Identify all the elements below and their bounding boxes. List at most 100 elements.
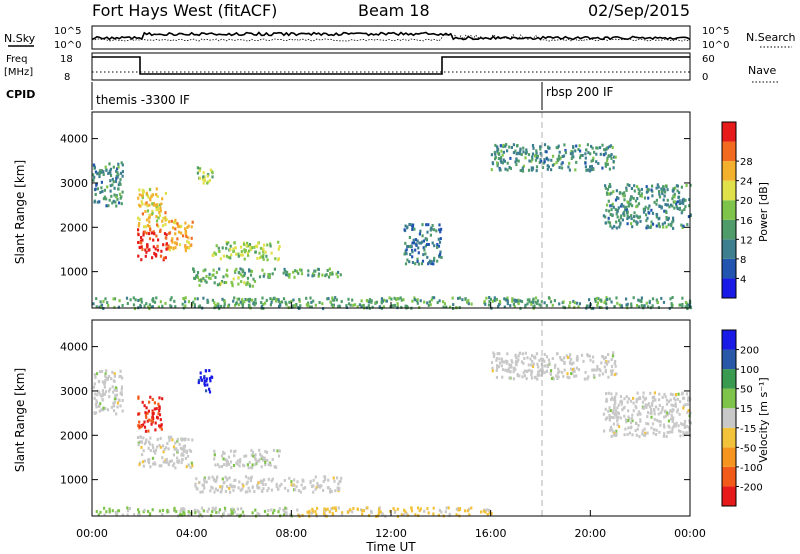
power-cell (327, 297, 330, 301)
velocity-cell (105, 377, 108, 381)
velocity-cell (644, 433, 647, 437)
power-cell (141, 196, 144, 200)
velocity-cell (688, 426, 691, 429)
power-cell (515, 152, 518, 156)
power-cell (581, 154, 584, 157)
power-cell (670, 302, 673, 306)
power-cell (610, 153, 613, 156)
velocity-cell (196, 509, 199, 513)
velocity-cell (141, 400, 144, 404)
velocity-cell (510, 365, 513, 369)
power-cell (590, 144, 593, 148)
power-cell (650, 188, 653, 192)
power-cell (159, 209, 162, 213)
power-cell (218, 282, 221, 286)
power-cell (650, 220, 653, 224)
velocity-cell (109, 387, 112, 391)
velocity-cell (276, 449, 279, 453)
velocity-cell (272, 511, 275, 515)
velocity-cell (643, 405, 646, 409)
power-cell (638, 299, 641, 303)
velocity-cell (636, 391, 639, 395)
power-cell (545, 304, 548, 308)
power-cell (399, 296, 402, 300)
velocity-cell (311, 507, 314, 511)
power-cell (213, 251, 216, 255)
power-cell (262, 274, 265, 278)
power-cell (500, 149, 503, 153)
velocity-cell (119, 404, 122, 408)
power-cell (268, 275, 271, 279)
power-cell (643, 304, 646, 308)
power-cell (430, 226, 433, 230)
power-cell (531, 144, 535, 147)
power-cell (380, 297, 383, 301)
velocity-cell (229, 449, 233, 453)
power-cell (169, 304, 172, 308)
power-cell (678, 202, 681, 206)
velocity-cell (229, 460, 233, 464)
power-cell (100, 186, 103, 190)
power-cell (400, 305, 403, 309)
velocity-cell (104, 380, 107, 384)
velocity-cell (176, 449, 179, 453)
velocity-cell (505, 361, 508, 365)
velocity-cell (278, 484, 281, 488)
velocity-cell (213, 508, 216, 512)
velocity-cell (104, 379, 107, 383)
y-tick-label: 1000 (60, 266, 88, 279)
velocity-cell (220, 465, 224, 468)
velocity-cell (562, 374, 565, 378)
power-cell (418, 232, 421, 236)
power-cell (608, 209, 611, 213)
velocity-cell (563, 356, 566, 360)
velocity-cell (455, 513, 458, 517)
velocity-cell (201, 490, 204, 494)
velocity-cell (161, 512, 164, 516)
date-label: 02/Sep/2015 (588, 1, 690, 20)
power-cell (530, 159, 533, 163)
velocity-cell (641, 429, 644, 433)
velocity-cell (488, 511, 491, 515)
power-cell (403, 228, 406, 232)
power-cell (243, 250, 246, 254)
velocity-cell (572, 361, 575, 365)
power-cell (420, 262, 424, 266)
velocity-cell (495, 375, 499, 379)
velocity-cell (230, 512, 233, 516)
power-cell (282, 271, 285, 275)
velocity-cell (184, 457, 187, 460)
power-cell (633, 189, 636, 193)
power-cell (613, 224, 616, 228)
power-cell (170, 219, 173, 223)
velocity-cell (630, 417, 633, 420)
power-cell (148, 220, 151, 224)
power-cell (430, 262, 433, 266)
power-cell (360, 305, 363, 309)
velocity-cell (114, 510, 117, 514)
velocity-cell (144, 411, 147, 415)
power-cell (144, 225, 147, 229)
power-cell (174, 221, 177, 225)
power-cell (317, 267, 320, 271)
velocity-cell (95, 372, 99, 376)
velocity-cell (530, 376, 534, 380)
velocity-cell (173, 462, 176, 466)
velocity-cell (257, 481, 260, 485)
power-cell (416, 239, 419, 243)
power-cell (625, 208, 629, 212)
power-cell (193, 303, 196, 307)
velocity-cell (467, 507, 471, 511)
power-cell (606, 146, 609, 150)
power-cell (657, 222, 660, 226)
power-cell (648, 301, 651, 305)
power-cell (671, 220, 674, 224)
power-cell (429, 303, 432, 307)
velocity-cell (151, 415, 154, 419)
velocity-cell (174, 441, 177, 445)
velocity-colorbar-tick-label: -200 (740, 482, 763, 493)
power-cell (258, 275, 262, 279)
velocity-cell (180, 507, 183, 511)
power-cell (174, 246, 177, 250)
power-cell (645, 190, 648, 194)
